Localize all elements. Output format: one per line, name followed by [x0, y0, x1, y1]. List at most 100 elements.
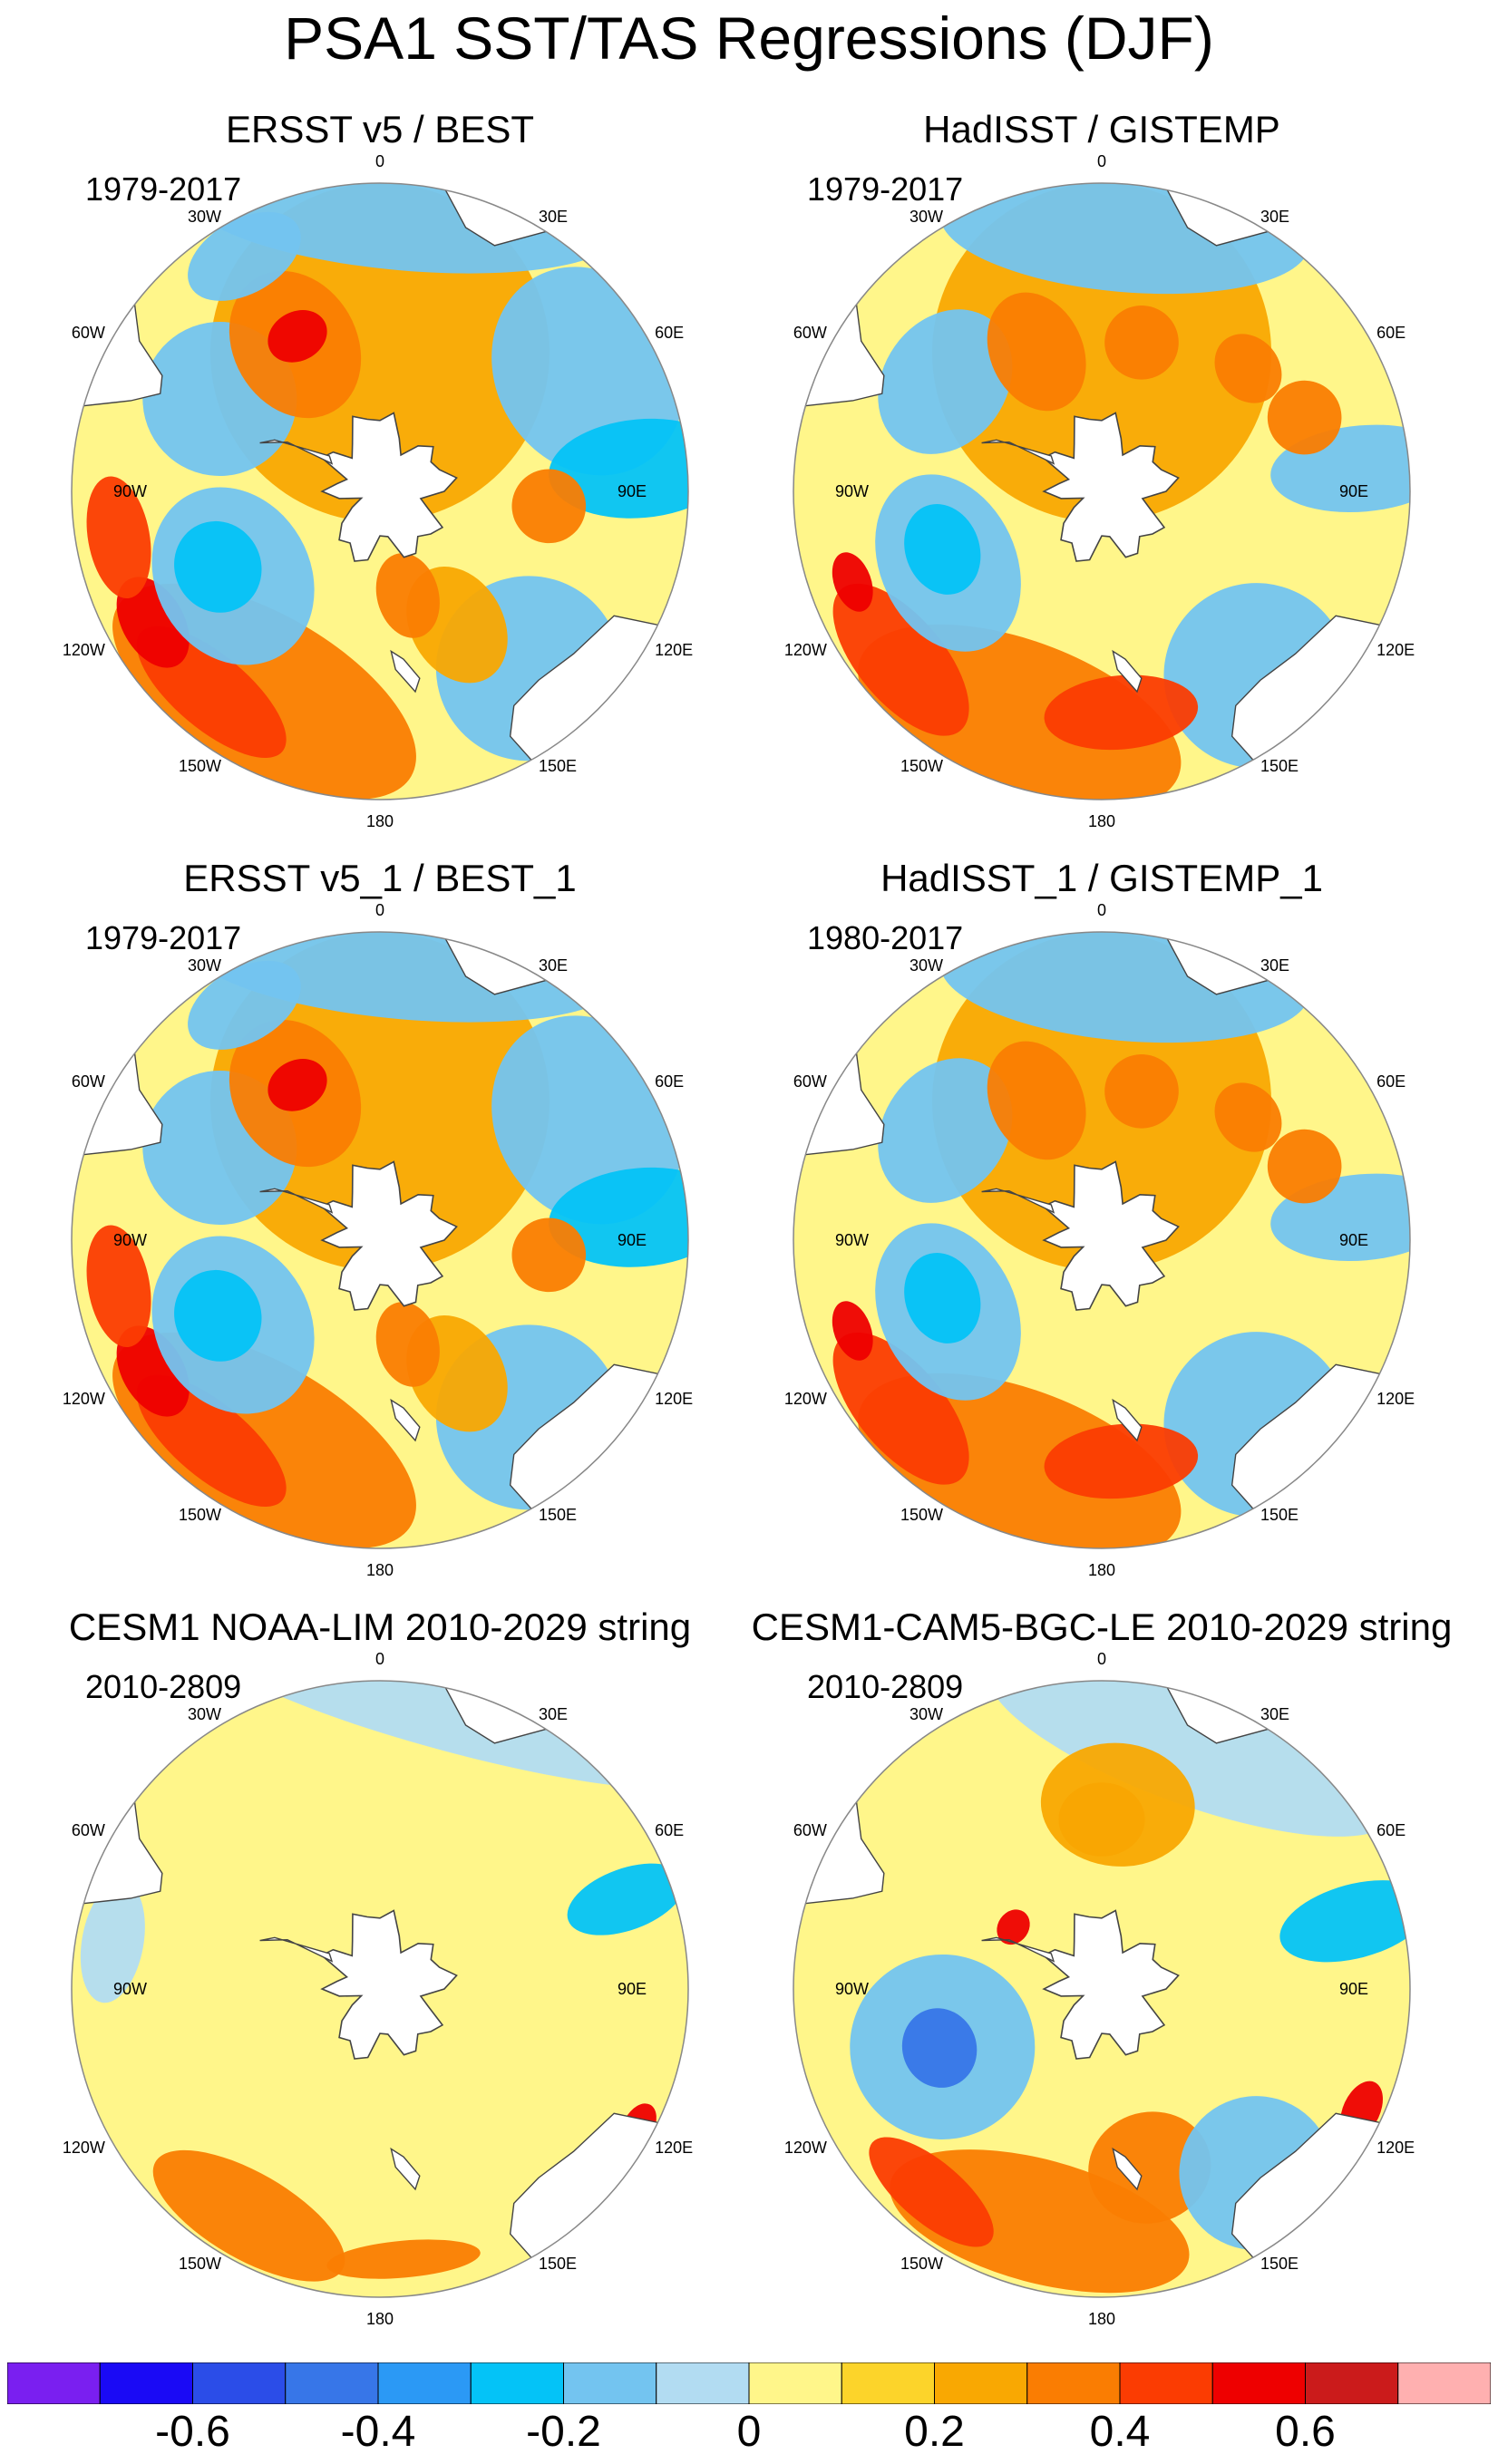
- longitude-label: 30E: [1260, 1705, 1289, 1723]
- field-contour: [878, 309, 1013, 454]
- map-border: [71, 1680, 689, 2298]
- field-contour: [152, 2149, 345, 2282]
- field-contour: [1279, 1880, 1410, 1963]
- colorbar-swatch: [192, 2362, 287, 2405]
- field-contour: [1044, 1423, 1199, 1499]
- new-zealand-landmass: [390, 2147, 421, 2191]
- longitude-label: 90W: [113, 482, 147, 500]
- field-contour: [1104, 1053, 1179, 1129]
- field-contour: [375, 553, 440, 638]
- longitude-label: 90W: [113, 1980, 147, 1998]
- field-contour: [832, 1301, 873, 1361]
- map-panel-hadisst-gistemp-1: 0 30E 60E 90E 120E 150E 180 150W 120W 90W 60W 30W H…: [727, 749, 1476, 1579]
- longitude-label: 90W: [835, 1231, 869, 1249]
- field-contour: [268, 1059, 327, 1111]
- longitude-label: 60W: [793, 1072, 827, 1091]
- field-contour: [567, 1863, 686, 1935]
- longitude-label: 60W: [72, 1821, 105, 1839]
- longitude-label: 120E: [1376, 641, 1415, 659]
- polar-map: 0 30E 60E 90E 120E 150E 180 150W 120W 90W 60W 30W: [63, 1650, 693, 2328]
- colorbar-tick-label: 0.6: [1275, 2408, 1336, 2456]
- longitude-label: 60E: [655, 324, 684, 342]
- map-border: [71, 931, 689, 1549]
- new-zealand-landmass: [1112, 2147, 1143, 2191]
- longitude-label: 30E: [539, 1705, 568, 1723]
- field-contour: [1040, 1742, 1195, 1867]
- longitude-label: 30E: [539, 956, 568, 975]
- longitude-label: 90W: [835, 1980, 869, 1998]
- field-contour: [1267, 380, 1342, 455]
- panel-title: CESM1 NOAA-LIM 2010-2029 string: [68, 1605, 692, 1648]
- longitude-label: 30W: [188, 956, 221, 975]
- colorbar-swatch: [1305, 2362, 1399, 2405]
- field-contour: [215, 1681, 688, 1789]
- longitude-label: 120E: [655, 2139, 693, 2157]
- field-contour: [80, 1880, 145, 2003]
- map-border: [793, 1680, 1411, 2298]
- longitude-label: 120W: [63, 641, 105, 659]
- colorbar-swatch: [563, 2362, 657, 2405]
- polar-map: 0 30E 60E 90E 120E 150E 180 150W 120W 90W 60W 30W: [784, 1650, 1415, 2328]
- field-contour: [188, 960, 301, 1050]
- longitude-label: 90E: [618, 482, 647, 500]
- longitude-label: 150E: [539, 757, 577, 775]
- longitude-label: 120E: [655, 641, 693, 659]
- field-contour: [268, 310, 327, 363]
- antarctic-peninsula: [981, 1188, 1055, 1214]
- longitude-label: 120W: [784, 641, 827, 659]
- panel-title: CESM1-CAM5-BGC-LE 2010-2029 string: [751, 1605, 1453, 1648]
- panel-title: ERSST v5_1 / BEST_1: [183, 857, 577, 899]
- field-contour: [1088, 2111, 1211, 2224]
- field-contour: [1044, 674, 1199, 751]
- map-panel-cesm1-cam5-bgc-le: 0 30E 60E 90E 120E 150E 180 150W 120W 90W 60W 30W C…: [727, 1498, 1476, 2328]
- longitude-label: 30E: [1260, 208, 1289, 226]
- longitude-label: 60E: [1376, 1072, 1406, 1091]
- longitude-label: 60E: [655, 1821, 684, 1839]
- field-contour: [326, 2239, 481, 2279]
- longitude-label: 180: [366, 1561, 394, 1579]
- field-contour: [1214, 334, 1282, 403]
- panel-period: 1980-2017: [807, 919, 964, 956]
- map-panel-hadisst-gistemp: 0 30E 60E 90E 120E 150E 180 150W 120W 90W 60W 30W H…: [727, 0, 1476, 830]
- longitude-label: 30W: [188, 1705, 221, 1723]
- field-contour: [832, 1332, 969, 1485]
- panel-period: 1979-2017: [85, 919, 242, 956]
- colorbar-tick-label: -0.2: [526, 2408, 601, 2456]
- longitude-label: 30E: [539, 208, 568, 226]
- longitude-label: 120W: [63, 2139, 105, 2157]
- field-contour: [1104, 305, 1179, 380]
- colorbar-tick-label: 0.2: [904, 2408, 965, 2456]
- longitude-label: 90E: [1339, 482, 1368, 500]
- field-contour: [174, 1269, 262, 1362]
- longitude-label: 30W: [910, 208, 943, 226]
- field-contour: [1214, 1082, 1282, 1152]
- colorbar-swatch: [841, 2362, 935, 2405]
- longitude-label: 60W: [793, 324, 827, 342]
- antarctic-peninsula: [259, 1936, 334, 1963]
- colorbar-swatch: [285, 2362, 379, 2405]
- map-border: [793, 182, 1411, 800]
- longitude-label: 150E: [1260, 2255, 1299, 2273]
- longitude-label: 150E: [539, 2255, 577, 2273]
- new-zealand-landmass: [1112, 1398, 1143, 1442]
- panel-period: 2010-2809: [807, 1668, 964, 1705]
- longitude-label: 120W: [784, 1390, 827, 1408]
- map-border: [793, 931, 1411, 1549]
- colorbar-swatch: [6, 2362, 101, 2405]
- antarctic-peninsula: [259, 439, 334, 465]
- field-contour: [904, 504, 981, 595]
- field-contour: [832, 583, 969, 736]
- longitude-label: 0: [375, 901, 384, 919]
- field-contour: [511, 469, 587, 544]
- longitude-label: 150W: [179, 757, 221, 775]
- longitude-label: 150W: [179, 1506, 221, 1524]
- longitude-label: 60W: [72, 324, 105, 342]
- polar-map: 0 30E 60E 90E 120E 150E 180 150W 120W 90W 60W 30W: [784, 901, 1415, 1579]
- longitude-label: 90W: [835, 482, 869, 500]
- longitude-label: 60E: [1376, 324, 1406, 342]
- field-contour: [86, 476, 151, 599]
- longitude-label: 180: [1088, 812, 1115, 830]
- colorbar-tick-label: -0.4: [340, 2408, 416, 2456]
- field-contour: [869, 2137, 994, 2247]
- colorbar-swatch: [656, 2362, 750, 2405]
